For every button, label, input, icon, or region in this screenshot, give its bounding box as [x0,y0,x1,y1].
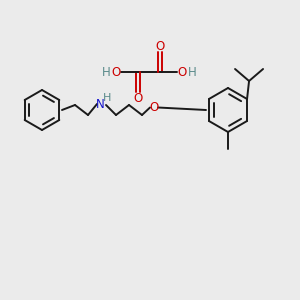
Text: H: H [102,65,110,79]
Text: O: O [149,101,159,114]
Text: O: O [134,92,142,104]
Text: O: O [111,65,121,79]
Text: O: O [177,65,187,79]
Text: H: H [103,93,111,103]
Text: H: H [188,65,196,79]
Text: O: O [155,40,165,52]
Text: N: N [96,98,104,112]
